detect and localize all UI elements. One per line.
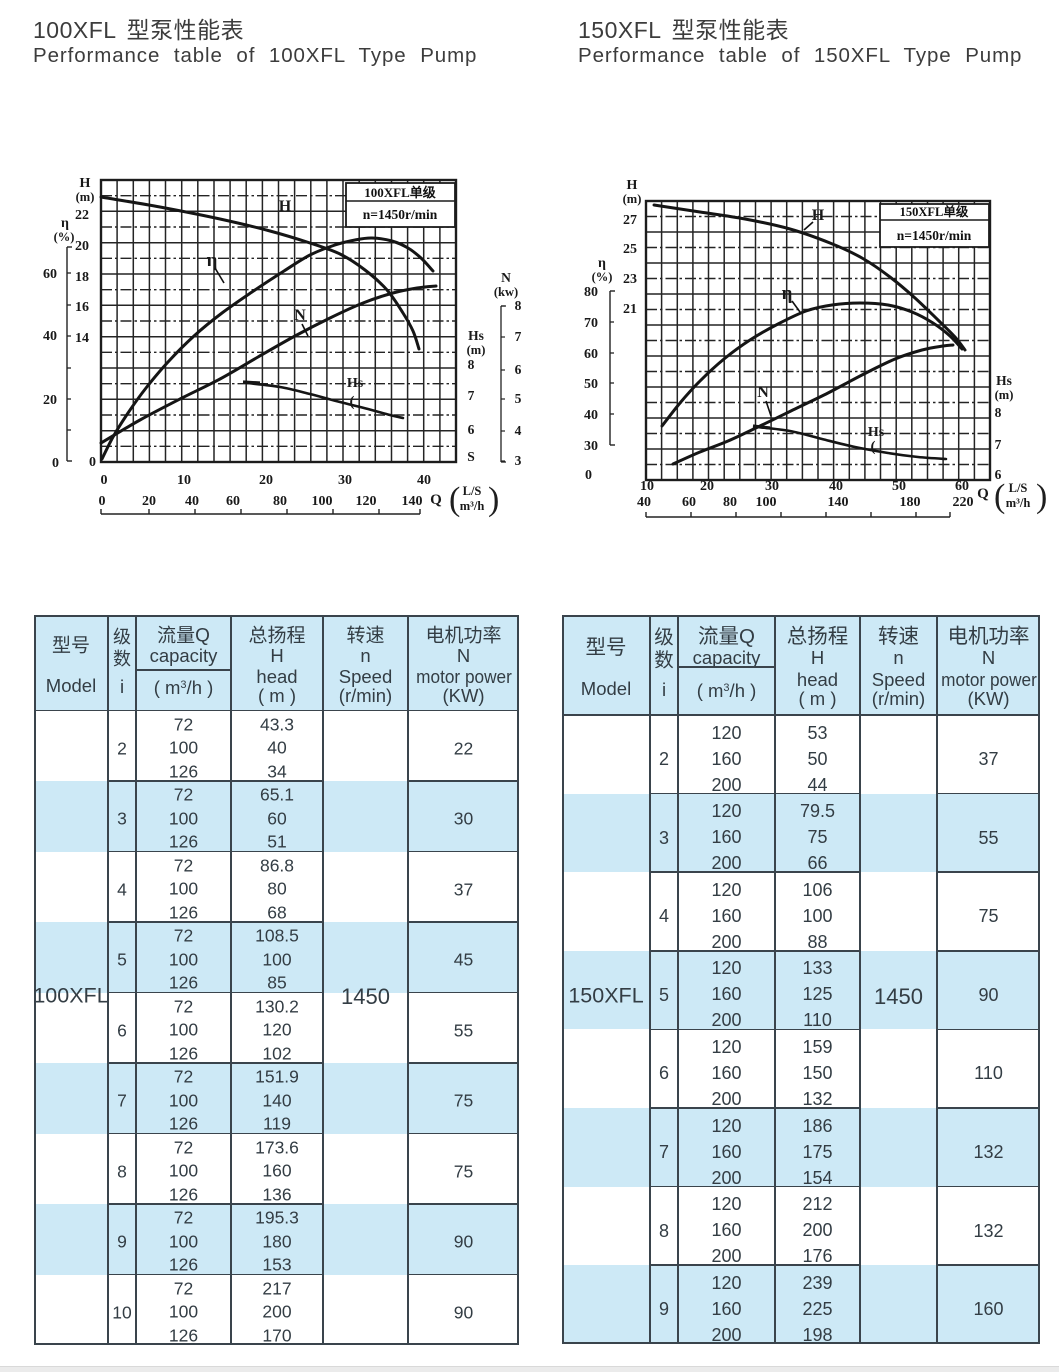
- svg-text:80: 80: [273, 494, 287, 509]
- svg-text:10: 10: [640, 479, 654, 494]
- svg-text:η: η: [598, 256, 606, 271]
- svg-text:6: 6: [515, 362, 522, 377]
- svg-text:0: 0: [52, 456, 59, 471]
- svg-text:20: 20: [142, 494, 156, 509]
- svg-text:Q: Q: [430, 492, 442, 508]
- svg-text:40: 40: [417, 473, 431, 488]
- svg-text:N: N: [294, 307, 306, 324]
- svg-text:(%): (%): [54, 230, 75, 244]
- svg-text:m³/h: m³/h: [1006, 496, 1031, 510]
- svg-text:6: 6: [468, 422, 475, 437]
- svg-text:60: 60: [955, 479, 969, 494]
- svg-text:H: H: [80, 176, 91, 191]
- svg-text:20: 20: [75, 239, 89, 254]
- svg-text:(: (: [449, 481, 460, 518]
- svg-text:40: 40: [43, 329, 57, 344]
- svg-text:220: 220: [953, 495, 974, 510]
- svg-text:30: 30: [765, 479, 779, 494]
- svg-text:16: 16: [75, 300, 89, 315]
- svg-text:180: 180: [900, 495, 921, 510]
- svg-text:40: 40: [829, 479, 843, 494]
- svg-text:4: 4: [515, 423, 522, 438]
- svg-text:20: 20: [700, 479, 714, 494]
- svg-text:150XFL单级: 150XFL单级: [900, 204, 969, 219]
- svg-text:η: η: [61, 216, 69, 231]
- svg-text:6: 6: [995, 467, 1002, 482]
- svg-text:18: 18: [75, 270, 89, 285]
- svg-text:7: 7: [515, 329, 522, 344]
- svg-text:40: 40: [637, 495, 651, 510]
- svg-text:60: 60: [584, 347, 598, 362]
- svg-text:(: (: [350, 394, 355, 410]
- svg-text:(m): (m): [76, 190, 95, 204]
- svg-text:5: 5: [515, 391, 522, 406]
- svg-text:): ): [1036, 478, 1047, 515]
- svg-text:25: 25: [623, 242, 637, 257]
- svg-text:0: 0: [99, 494, 106, 509]
- svg-text:H: H: [812, 207, 825, 224]
- svg-text:8: 8: [468, 357, 475, 372]
- svg-text:22: 22: [75, 208, 89, 223]
- svg-text:140: 140: [828, 495, 849, 510]
- svg-text:H: H: [627, 178, 638, 193]
- svg-text:60: 60: [43, 267, 57, 282]
- svg-text:140: 140: [402, 494, 423, 509]
- svg-text:14: 14: [75, 331, 89, 346]
- svg-text:H: H: [279, 198, 292, 215]
- svg-text:27: 27: [623, 213, 637, 228]
- svg-text:3: 3: [515, 453, 522, 468]
- svg-text:η: η: [207, 250, 218, 271]
- svg-text:100: 100: [756, 495, 777, 510]
- svg-text:N: N: [757, 384, 769, 401]
- svg-text:23: 23: [623, 272, 637, 287]
- svg-text:L/S: L/S: [463, 484, 482, 498]
- svg-text:100: 100: [312, 494, 333, 509]
- svg-text:20: 20: [43, 393, 57, 408]
- svg-text:0: 0: [101, 473, 108, 488]
- svg-text:80: 80: [723, 495, 737, 510]
- svg-text:30: 30: [584, 439, 598, 454]
- svg-text:50: 50: [584, 377, 598, 392]
- svg-text:Q: Q: [977, 486, 989, 502]
- svg-text:(m): (m): [467, 343, 486, 357]
- svg-text:8: 8: [515, 298, 522, 313]
- svg-text:100XFL单级: 100XFL单级: [364, 185, 437, 200]
- svg-text:120: 120: [356, 494, 377, 509]
- svg-text:40: 40: [185, 494, 199, 509]
- svg-text:n=1450r/min: n=1450r/min: [363, 207, 438, 222]
- svg-text:30: 30: [338, 473, 352, 488]
- svg-text:Hs: Hs: [347, 376, 364, 391]
- svg-text:0: 0: [89, 455, 96, 470]
- svg-text:(m): (m): [995, 388, 1014, 402]
- svg-text:): ): [488, 481, 499, 518]
- svg-text:0: 0: [585, 468, 592, 483]
- svg-text:(: (: [994, 478, 1005, 515]
- svg-text:7: 7: [995, 437, 1002, 452]
- svg-text:8: 8: [995, 405, 1002, 420]
- svg-text:L/S: L/S: [1009, 481, 1028, 495]
- svg-text:60: 60: [226, 494, 240, 509]
- svg-text:Hs: Hs: [996, 373, 1012, 388]
- svg-text:(: (: [871, 439, 876, 455]
- svg-text:10: 10: [177, 473, 191, 488]
- svg-text:(%): (%): [592, 270, 613, 284]
- svg-text:(m): (m): [623, 192, 642, 206]
- svg-text:60: 60: [682, 495, 696, 510]
- svg-text:7: 7: [468, 388, 475, 403]
- svg-text:21: 21: [623, 302, 637, 317]
- svg-text:(kw): (kw): [494, 285, 518, 299]
- svg-text:80: 80: [584, 285, 598, 300]
- svg-text:S: S: [467, 449, 475, 464]
- svg-text:n=1450r/min: n=1450r/min: [897, 228, 972, 243]
- svg-text:Hs: Hs: [468, 328, 484, 343]
- svg-text:Hs: Hs: [868, 425, 885, 440]
- svg-text:70: 70: [584, 316, 598, 331]
- svg-text:40: 40: [584, 408, 598, 423]
- svg-text:50: 50: [892, 479, 906, 494]
- svg-text:20: 20: [259, 473, 273, 488]
- svg-text:m³/h: m³/h: [460, 499, 485, 513]
- svg-text:N: N: [501, 270, 511, 285]
- svg-text:η: η: [782, 283, 793, 304]
